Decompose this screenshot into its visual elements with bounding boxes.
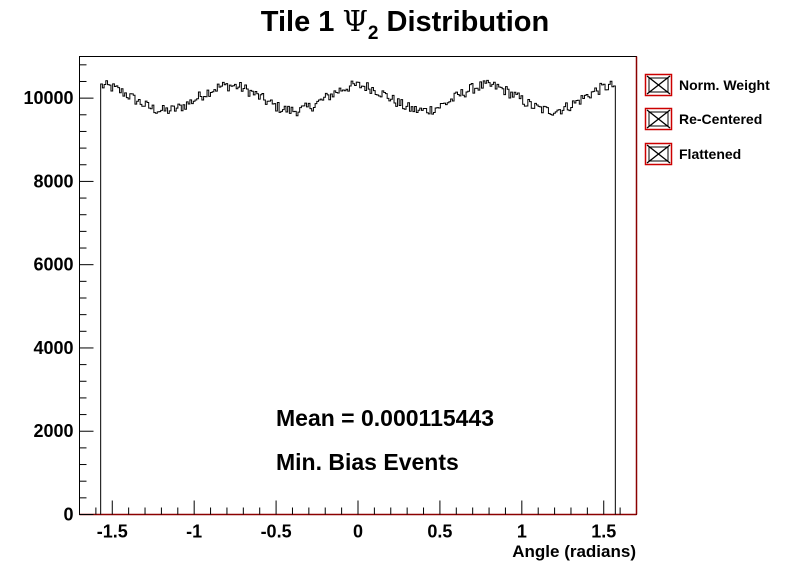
y-tick-label: 10000	[23, 88, 73, 108]
x-tick-label: 1	[517, 522, 527, 542]
legend: Norm. Weight Re-Centered Flattened	[644, 73, 770, 166]
chart-title-prefix: Tile 1	[261, 6, 343, 38]
x-tick-label: -1.5	[97, 522, 128, 542]
mean-annotation: Mean = 0.000115443	[276, 405, 494, 431]
legend-label-flattened: Flattened	[679, 146, 741, 162]
y-tick-label: 0	[63, 505, 73, 525]
x-tick-label: -0.5	[261, 522, 292, 542]
y-tick-label: 4000	[33, 338, 73, 358]
y-tick-label: 2000	[33, 421, 73, 441]
legend-item-norm-weight: Norm. Weight	[644, 73, 770, 97]
histogram-series	[100, 79, 616, 515]
x-marker-icon	[646, 144, 671, 164]
x-tick-label: 0.5	[427, 522, 452, 542]
legend-item-re-centered: Re-Centered	[644, 107, 762, 131]
chart-title-suffix: Distribution	[378, 6, 549, 38]
x-tick-label: -1	[186, 522, 202, 542]
x-marker-icon	[646, 109, 671, 129]
legend-label-re-centered: Re-Centered	[679, 111, 762, 127]
plot-frame	[79, 56, 637, 515]
y-tick-label: 8000	[33, 171, 73, 191]
x-marker-icon	[646, 75, 671, 95]
chart-title-symbol: Ψ	[342, 4, 367, 38]
x-tick-label: 0	[353, 522, 363, 542]
event-type-annotation: Min. Bias Events	[276, 449, 459, 475]
y-axis: 0 2000 4000 6000 8000 10000	[23, 64, 94, 525]
x-axis-label: Angle (radians)	[512, 542, 636, 561]
legend-label-norm-weight: Norm. Weight	[679, 77, 770, 93]
x-tick-label: 1.5	[591, 522, 616, 542]
x-axis: -1.5 -1 -0.5 0 0.5 1 1.5	[95, 500, 621, 542]
series-group	[100, 79, 616, 515]
y-tick-label: 6000	[33, 255, 73, 275]
legend-item-flattened: Flattened	[644, 142, 741, 166]
chart-title-subscript: 2	[368, 23, 379, 44]
chart-title: Tile 1 Ψ2 Distribution	[261, 4, 549, 44]
